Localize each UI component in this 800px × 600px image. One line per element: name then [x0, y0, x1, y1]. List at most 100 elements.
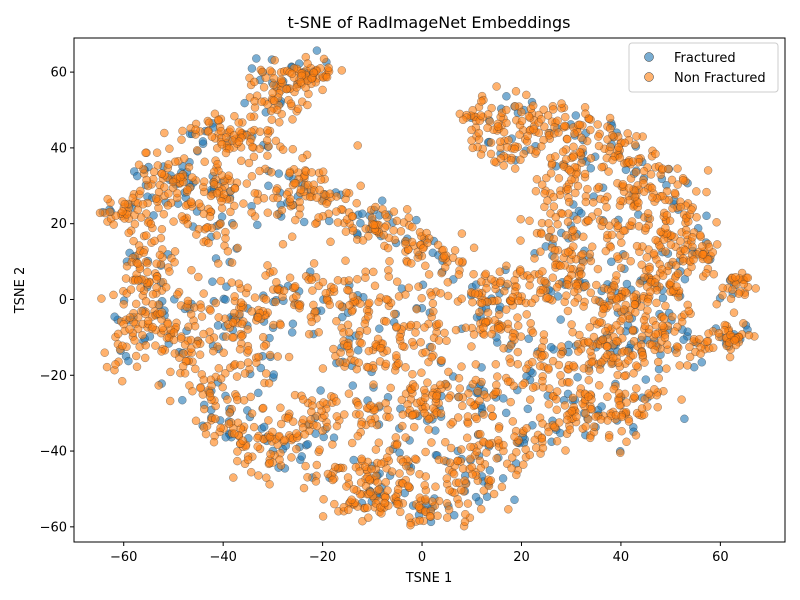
- point-non-fractured: [370, 281, 380, 290]
- point-non-fractured: [348, 226, 358, 236]
- point-non-fractured: [589, 332, 599, 342]
- point-non-fractured: [285, 168, 294, 178]
- point-non-fractured: [519, 460, 528, 469]
- point-non-fractured: [658, 321, 667, 330]
- point-non-fractured: [243, 358, 253, 367]
- point-non-fractured: [177, 135, 186, 144]
- point-non-fractured: [643, 209, 653, 218]
- point-non-fractured: [234, 118, 243, 127]
- point-non-fractured: [237, 332, 246, 341]
- point-non-fractured: [586, 288, 595, 297]
- point-non-fractured: [581, 109, 590, 118]
- point-non-fractured: [538, 419, 547, 428]
- point-non-fractured: [593, 207, 603, 217]
- point-fractured: [471, 492, 481, 502]
- point-non-fractured: [401, 433, 410, 442]
- point-non-fractured: [512, 470, 521, 480]
- point-non-fractured: [180, 369, 190, 378]
- point-non-fractured: [267, 115, 276, 124]
- point-non-fractured: [510, 102, 520, 111]
- point-non-fractured: [537, 229, 546, 239]
- point-non-fractured: [524, 112, 534, 121]
- point-non-fractured: [265, 458, 274, 468]
- point-non-fractured: [300, 430, 309, 439]
- point-non-fractured: [493, 436, 503, 445]
- point-non-fractured: [594, 141, 604, 151]
- point-non-fractured: [450, 246, 460, 255]
- point-non-fractured: [487, 275, 496, 284]
- point-non-fractured: [404, 213, 413, 222]
- point-non-fractured: [513, 360, 522, 369]
- point-non-fractured: [165, 396, 175, 406]
- point-non-fractured: [643, 297, 652, 307]
- point-non-fractured: [526, 395, 535, 404]
- point-non-fractured: [427, 343, 436, 352]
- point-non-fractured: [514, 321, 523, 330]
- point-non-fractured: [606, 142, 615, 152]
- point-non-fractured: [526, 319, 535, 328]
- point-non-fractured: [455, 384, 464, 393]
- point-non-fractured: [629, 292, 638, 302]
- point-non-fractured: [267, 106, 276, 116]
- point-non-fractured: [637, 260, 646, 269]
- point-non-fractured: [192, 230, 201, 239]
- point-non-fractured: [562, 291, 571, 300]
- point-non-fractured: [333, 276, 343, 285]
- point-non-fractured: [630, 300, 639, 309]
- point-non-fractured: [282, 84, 291, 94]
- point-non-fractured: [195, 350, 205, 359]
- point-non-fractured: [679, 257, 688, 266]
- point-non-fractured: [328, 440, 337, 449]
- point-non-fractured: [500, 286, 509, 296]
- point-non-fractured: [154, 381, 163, 390]
- point-non-fractured: [386, 383, 395, 393]
- point-non-fractured: [374, 297, 383, 307]
- point-non-fractured: [550, 245, 560, 255]
- point-non-fractured: [661, 223, 670, 233]
- point-non-fractured: [726, 294, 736, 303]
- point-non-fractured: [335, 358, 344, 367]
- point-non-fractured: [666, 240, 676, 249]
- point-non-fractured: [629, 369, 638, 378]
- point-non-fractured: [401, 363, 410, 372]
- point-non-fractured: [436, 289, 445, 298]
- point-non-fractured: [561, 231, 571, 240]
- point-non-fractured: [406, 320, 416, 330]
- point-non-fractured: [361, 481, 371, 491]
- point-non-fractured: [111, 360, 120, 369]
- point-non-fractured: [258, 67, 267, 77]
- point-non-fractured: [278, 239, 288, 249]
- point-non-fractured: [427, 438, 436, 447]
- point-non-fractured: [292, 429, 301, 438]
- point-non-fractured: [504, 135, 513, 145]
- point-non-fractured: [262, 369, 271, 378]
- point-non-fractured: [592, 280, 601, 290]
- point-non-fractured: [134, 160, 144, 170]
- point-non-fractured: [206, 306, 215, 315]
- point-non-fractured: [510, 144, 519, 154]
- point-non-fractured: [525, 216, 534, 226]
- point-non-fractured: [599, 304, 608, 314]
- point-non-fractured: [179, 349, 188, 358]
- point-non-fractured: [216, 374, 226, 383]
- point-non-fractured: [602, 202, 611, 212]
- point-non-fractured: [420, 393, 430, 403]
- point-non-fractured: [522, 364, 531, 373]
- point-non-fractured: [392, 351, 401, 360]
- point-non-fractured: [460, 517, 470, 526]
- point-non-fractured: [540, 189, 549, 198]
- point-non-fractured: [449, 469, 459, 479]
- point-non-fractured: [632, 241, 642, 251]
- point-non-fractured: [470, 289, 480, 298]
- point-non-fractured: [454, 392, 463, 402]
- point-non-fractured: [385, 257, 394, 266]
- point-non-fractured: [619, 305, 629, 314]
- point-non-fractured: [553, 387, 562, 396]
- point-non-fractured: [618, 314, 627, 323]
- legend-box: [628, 42, 779, 93]
- point-non-fractured: [475, 456, 485, 465]
- point-non-fractured: [178, 362, 188, 371]
- point-non-fractured: [528, 383, 538, 392]
- point-non-fractured: [414, 282, 423, 291]
- point-non-fractured: [151, 341, 160, 350]
